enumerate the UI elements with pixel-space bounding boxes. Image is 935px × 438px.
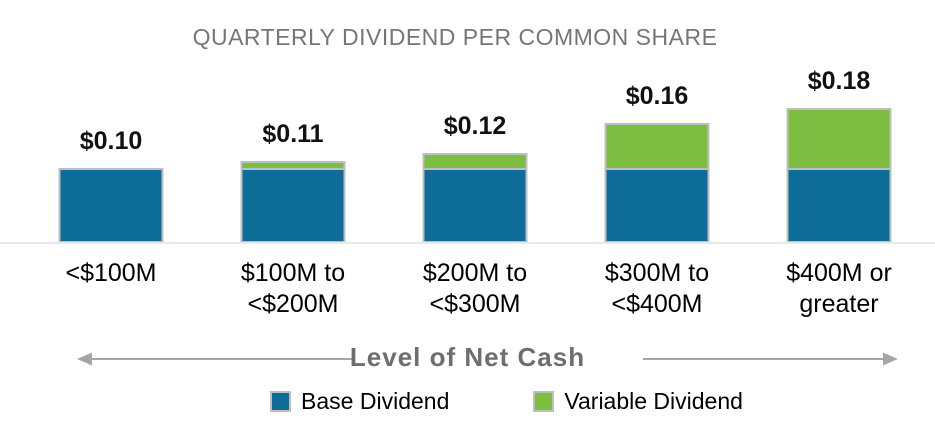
stacked-bar	[604, 123, 710, 243]
legend-label: Base Dividend	[301, 388, 450, 414]
base-dividend-segment	[422, 168, 528, 243]
base-dividend-segment	[786, 168, 892, 243]
plot-area: $0.10 $0.11 $0.12 $0.16 $0.18	[20, 0, 930, 243]
x-axis-title: Level of Net Cash	[349, 342, 586, 372]
base-dividend-segment	[240, 168, 346, 243]
category-label: $400M or greater	[786, 259, 892, 318]
x-axis-line	[0, 242, 935, 244]
chart-title: QUARTERLY DIVIDEND PER COMMON SHARE	[192, 24, 718, 50]
variable-dividend-segment	[422, 153, 528, 168]
bar-total-label: $0.11	[262, 119, 324, 148]
base-dividend-segment	[58, 168, 164, 243]
category-label: $200M to <$300M	[422, 259, 528, 318]
variable-dividend-segment	[604, 123, 710, 168]
legend-item: Base Dividend	[270, 388, 449, 415]
variable-dividend-segment	[786, 108, 892, 168]
legend-label: Variable Dividend	[564, 388, 743, 414]
stacked-bar	[58, 168, 164, 243]
bar-column: $0.11	[202, 0, 384, 243]
stacked-bar	[240, 160, 346, 243]
bar-total-label: $0.18	[807, 67, 871, 95]
left-arrow-icon	[77, 352, 352, 366]
bar-columns: $0.10 $0.11 $0.12 $0.16 $0.18	[20, 0, 930, 243]
bar-column: $0.18	[748, 0, 930, 243]
stacked-bar	[786, 108, 892, 243]
legend-item: Variable Dividend	[533, 388, 743, 415]
legend-swatch-variable_dividend	[533, 391, 555, 412]
chart-legend: Base Dividend Variable Dividend	[0, 388, 935, 415]
category-labels-row: <$100M $100M to <$200M $200M to <$300M $300M …	[20, 258, 930, 320]
base-dividend-segment	[604, 168, 710, 243]
legend-swatch-base_dividend	[270, 391, 292, 412]
variable-dividend-segment	[240, 160, 346, 168]
stacked-bar	[422, 153, 528, 243]
bar-total-label: $0.16	[625, 82, 689, 110]
bar-column: $0.12	[384, 0, 566, 243]
category-label: <$100M	[65, 259, 157, 287]
right-arrow-icon	[643, 352, 898, 366]
category-label: $100M to <$200M	[240, 259, 346, 318]
bar-column: $0.10	[20, 0, 202, 243]
bar-column: $0.16	[566, 0, 748, 243]
bar-total-label: $0.10	[79, 127, 143, 155]
bar-total-label: $0.12	[443, 112, 507, 140]
category-label: $300M to <$400M	[604, 259, 710, 318]
